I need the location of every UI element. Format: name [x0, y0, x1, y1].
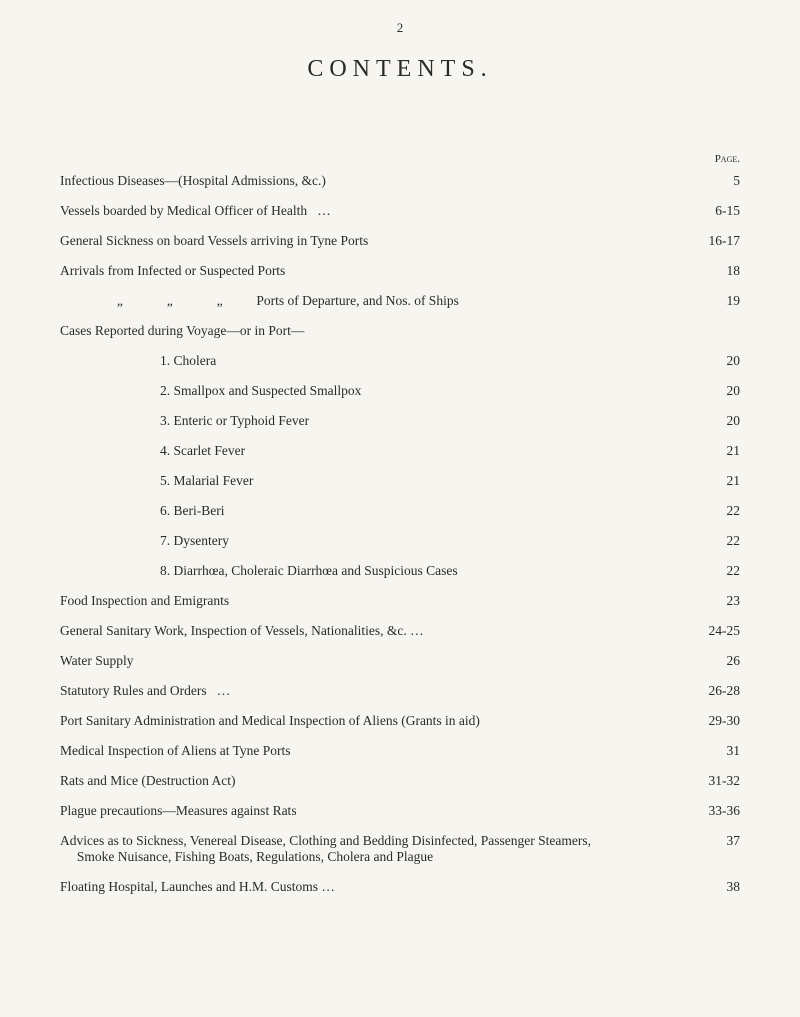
toc-entry-page: 20: [690, 353, 740, 369]
toc-row: 1. Cholera 20: [60, 353, 740, 369]
toc-entry-page: 37: [690, 833, 740, 849]
toc-entry-page: 23: [690, 593, 740, 609]
toc-entry-label: Medical Inspection of Aliens at Tyne Por…: [60, 743, 291, 759]
toc-row: 2. Smallpox and Suspected Smallpox 20: [60, 383, 740, 399]
toc-row: Rats and Mice (Destruction Act) 31-32: [60, 773, 740, 789]
toc-entry-page: 20: [690, 383, 740, 399]
toc-entry-label: Arrivals from Infected or Suspected Port…: [60, 263, 285, 279]
toc-entry-page: 20: [690, 413, 740, 429]
toc-row: „ „ „ Ports of Departure, and Nos. of Sh…: [60, 293, 740, 309]
toc-row: 3. Enteric or Typhoid Fever 20: [60, 413, 740, 429]
page-number: 2: [60, 20, 740, 36]
toc-entry-label: 3. Enteric or Typhoid Fever: [160, 413, 309, 429]
toc-entry-label: 7. Dysentery: [160, 533, 229, 549]
toc-row: Vessels boarded by Medical Officer of He…: [60, 203, 740, 219]
toc-entry-page: 26-28: [690, 683, 740, 699]
toc-row: 6. Beri-Beri 22: [60, 503, 740, 519]
toc-row: 4. Scarlet Fever 21: [60, 443, 740, 459]
toc-entry-page: 21: [690, 443, 740, 459]
toc-entry-page: 22: [690, 533, 740, 549]
toc-entry-page: 38: [690, 879, 740, 895]
toc-entry-label: Port Sanitary Administration and Medical…: [60, 713, 480, 729]
toc-entry-label: 8. Diarrhœa, Choleraic Diarrhœa and Susp…: [160, 563, 458, 579]
toc-row: 5. Malarial Fever 21: [60, 473, 740, 489]
toc-row: Arrivals from Infected or Suspected Port…: [60, 263, 740, 279]
toc-entry-page: 16-17: [690, 233, 740, 249]
toc-entry-page: 6-15: [690, 203, 740, 219]
toc-entry-label: 5. Malarial Fever: [160, 473, 253, 489]
toc-entry-label: Vessels boarded by Medical Officer of He…: [60, 203, 331, 219]
toc-entry-label: Plague precautions—Measures against Rats: [60, 803, 297, 819]
page-container: 2 CONTENTS. Page. Infectious Diseases—(H…: [0, 0, 800, 949]
toc-entry-label: General Sickness on board Vessels arrivi…: [60, 233, 368, 249]
toc-row: Statutory Rules and Orders … 26-28: [60, 683, 740, 699]
toc-entry-label: General Sanitary Work, Inspection of Ves…: [60, 623, 424, 639]
toc-entry-label: 4. Scarlet Fever: [160, 443, 245, 459]
toc-entry-label: Rats and Mice (Destruction Act): [60, 773, 235, 789]
toc-row: Infectious Diseases—(Hospital Admissions…: [60, 173, 740, 189]
toc-entry-label: Cases Reported during Voyage—or in Port—: [60, 323, 304, 339]
toc-row: 8. Diarrhœa, Choleraic Diarrhœa and Susp…: [60, 563, 740, 579]
toc-row: Floating Hospital, Launches and H.M. Cus…: [60, 879, 740, 895]
toc-row: General Sickness on board Vessels arrivi…: [60, 233, 740, 249]
toc-entry-page: 29-30: [690, 713, 740, 729]
contents-title: CONTENTS.: [60, 56, 740, 83]
toc-row: Food Inspection and Emigrants 23: [60, 593, 740, 609]
toc-entry-page: 18: [690, 263, 740, 279]
toc-entry-label: „ „ „ Ports of Departure, and Nos. of Sh…: [100, 293, 459, 309]
toc-entry-label: Floating Hospital, Launches and H.M. Cus…: [60, 879, 335, 895]
toc-row: 7. Dysentery 22: [60, 533, 740, 549]
toc-entry-label: 1. Cholera: [160, 353, 216, 369]
toc-entry-page: 26: [690, 653, 740, 669]
toc-entry-label: Food Inspection and Emigrants: [60, 593, 229, 609]
toc-entry-page: 21: [690, 473, 740, 489]
toc-entry-page: 24-25: [690, 623, 740, 639]
toc-entry-page: 19: [690, 293, 740, 309]
toc-row: Cases Reported during Voyage—or in Port—: [60, 323, 740, 339]
toc-entry-label: 2. Smallpox and Suspected Smallpox: [160, 383, 361, 399]
toc-entry-page: 31-32: [690, 773, 740, 789]
toc-entry-page: 33-36: [690, 803, 740, 819]
toc-row: Advices as to Sickness, Venereal Disease…: [60, 833, 740, 865]
toc-row: Medical Inspection of Aliens at Tyne Por…: [60, 743, 740, 759]
page-column-heading: Page.: [60, 153, 740, 165]
toc-entry-page: 5: [690, 173, 740, 189]
toc-entry-label: Statutory Rules and Orders …: [60, 683, 230, 699]
toc-entry-label: Water Supply: [60, 653, 134, 669]
table-of-contents: Infectious Diseases—(Hospital Admissions…: [60, 173, 740, 895]
toc-row: Port Sanitary Administration and Medical…: [60, 713, 740, 729]
toc-entry-label: Infectious Diseases—(Hospital Admissions…: [60, 173, 326, 189]
toc-row: Plague precautions—Measures against Rats…: [60, 803, 740, 819]
toc-entry-label: Advices as to Sickness, Venereal Disease…: [60, 833, 591, 865]
toc-entry-page: 22: [690, 563, 740, 579]
toc-row: Water Supply 26: [60, 653, 740, 669]
toc-entry-page: 31: [690, 743, 740, 759]
toc-entry-page: 22: [690, 503, 740, 519]
toc-entry-label: 6. Beri-Beri: [160, 503, 224, 519]
toc-row: General Sanitary Work, Inspection of Ves…: [60, 623, 740, 639]
